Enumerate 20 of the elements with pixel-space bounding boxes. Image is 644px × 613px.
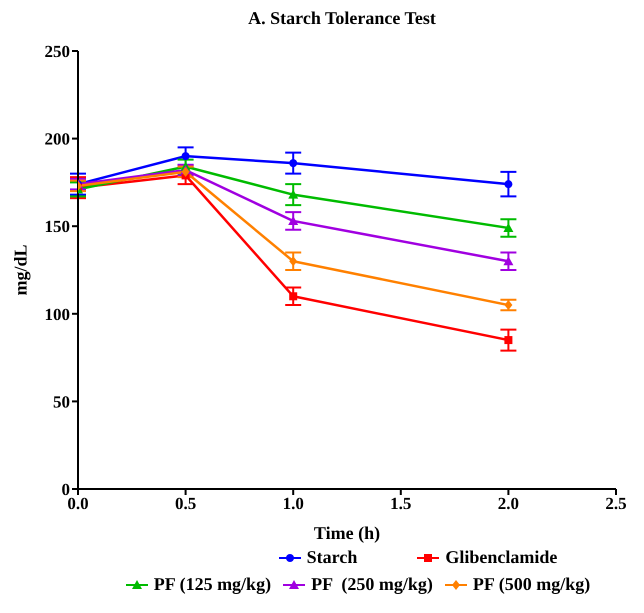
x-tick-label: 0.0 bbox=[67, 494, 89, 514]
x-axis-title: Time (h) bbox=[314, 523, 380, 543]
chart-title: A. Starch Tolerance Test bbox=[247, 8, 437, 29]
y-axis-title: mg/dL bbox=[10, 244, 30, 296]
y-tick-label: 250 bbox=[44, 42, 70, 62]
legend-label: PF (500 mg/kg) bbox=[472, 574, 590, 595]
legend-label: Starch bbox=[306, 547, 358, 568]
x-tick-label: 2.0 bbox=[498, 494, 520, 514]
x-tick-label: 1.5 bbox=[390, 494, 412, 514]
y-tick-label: 100 bbox=[44, 304, 70, 324]
y-tick-label: 0 bbox=[62, 480, 70, 500]
x-tick-label: 0.5 bbox=[174, 494, 196, 514]
y-tick-label: 50 bbox=[53, 392, 70, 412]
y-tick-label: 200 bbox=[44, 130, 70, 149]
legend-label: PF (250 mg/kg) bbox=[311, 574, 433, 595]
y-tick-label: 150 bbox=[44, 217, 70, 236]
x-tick-label: 1.0 bbox=[282, 494, 304, 514]
legend-label: Glibenclamide bbox=[445, 547, 558, 568]
x-tick-label: 2.5 bbox=[605, 494, 627, 514]
legend-label: PF (125 mg/kg) bbox=[154, 574, 272, 595]
